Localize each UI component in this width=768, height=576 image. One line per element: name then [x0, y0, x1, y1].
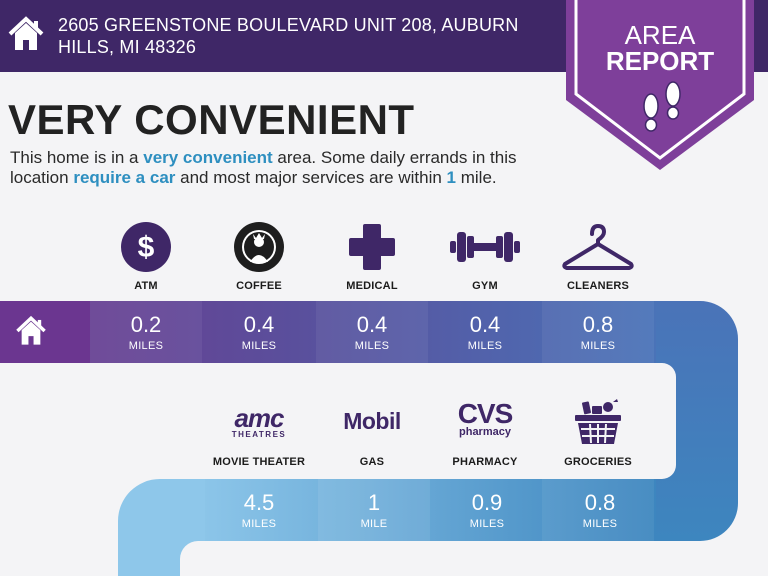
amenity-label: PHARMACY [452, 456, 518, 468]
distance-value: 0.2 [130, 312, 162, 337]
distance-value: 0.4 [469, 312, 501, 337]
distance-cell-atm: 0.2 MILES [90, 301, 202, 363]
distance-unit: MILES [467, 340, 503, 352]
distance-value: 0.8 [582, 312, 614, 337]
starbucks-logo [234, 222, 284, 272]
desc-text: and most major services are within [175, 168, 447, 187]
distance-value: 0.8 [584, 490, 616, 515]
distance-cell-groceries: 0.8 MILES [544, 479, 656, 541]
distance-value: 0.9 [471, 490, 503, 515]
cvs-logo-text: CVS [457, 398, 514, 429]
distance-cell-cleaners: 0.8 MILES [542, 301, 654, 363]
distance-cell-movie-theater: 4.5 MILES [203, 479, 315, 541]
amc-logo: amc THEATRES [219, 403, 299, 440]
distance-unit: MILES [241, 518, 277, 530]
distance-cell-medical: 0.4 MILES [316, 301, 428, 363]
distance-value: 0.4 [243, 312, 275, 337]
distance-unit: MILES [241, 340, 277, 352]
svg-text:$: $ [138, 231, 155, 264]
distance-cell-pharmacy: 0.9 MILES [431, 479, 543, 541]
mobil-logo: Mobil [343, 408, 401, 434]
grocery-basket-icon [575, 399, 621, 444]
desc-text: area. Some daily errands in this locatio… [10, 148, 517, 187]
home-icon [8, 16, 44, 50]
distance-unit: MILE [360, 518, 388, 530]
desc-highlight: very convenient [143, 148, 273, 167]
property-address: 2605 GREENSTONE BOULEVARD UNIT 208, AUBU… [58, 15, 519, 57]
distance-cell-gas: 1 MILE [318, 479, 430, 541]
distance-cell-gym: 0.4 MILES [429, 301, 541, 363]
hanger-icon [562, 224, 634, 270]
badge-line-1: AREA [624, 20, 696, 50]
start-home-icon [16, 315, 46, 345]
desc-highlight: 1 [446, 168, 457, 187]
desc-highlight: require a car [73, 168, 176, 187]
convenience-description: This home is in a very convenient area. … [10, 148, 570, 188]
dollar-icon: $ [121, 222, 171, 272]
amenity-label: ATM [134, 280, 158, 292]
amenity-label: COFFEE [236, 280, 282, 292]
amenity-label: MEDICAL [346, 280, 398, 292]
page-title: VERY CONVENIENT [8, 96, 415, 143]
distance-value: 1 [367, 490, 381, 515]
dumbbell-icon [450, 232, 520, 262]
amc-logo-text: amc [234, 403, 284, 433]
distance-unit: MILES [354, 340, 390, 352]
amenity-label: GAS [359, 456, 385, 468]
amc-logo-subtext: THEATRES [231, 430, 287, 439]
footprints-icon [643, 81, 681, 132]
distance-unit: MILES [469, 518, 505, 530]
badge-line-2: REPORT [605, 46, 715, 76]
distance-unit: MILES [580, 340, 616, 352]
distance-value: 4.5 [243, 490, 275, 515]
distance-unit: MILES [128, 340, 164, 352]
desc-text: This home is in a [10, 148, 144, 167]
desc-text: mile. [456, 168, 497, 187]
distance-unit: MILES [582, 518, 618, 530]
amenity-label: CLEANERS [566, 280, 630, 292]
cvs-logo: CVS pharmacy [445, 398, 525, 439]
distance-cell-coffee: 0.4 MILES [203, 301, 315, 363]
amenity-label: GROCERIES [564, 456, 632, 468]
amenity-label: GYM [472, 280, 498, 292]
distance-value: 0.4 [356, 312, 388, 337]
cvs-logo-subtext: pharmacy [459, 426, 511, 438]
area-report-badge: AREA REPORT [560, 0, 760, 176]
medical-cross-icon [349, 224, 395, 270]
amenity-label: MOVIE THEATER [212, 456, 306, 468]
